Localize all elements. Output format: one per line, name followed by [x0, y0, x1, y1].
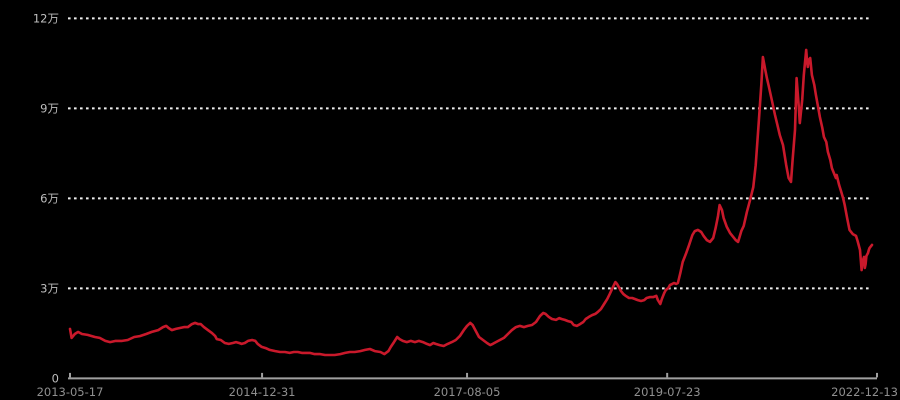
y-tick-label: 0: [52, 371, 59, 385]
y-tick-label: 12万: [33, 11, 59, 25]
x-tick-label: 2017-08-05: [434, 385, 501, 399]
y-tick-label: 6万: [40, 191, 59, 205]
price-series-line: [68, 48, 874, 357]
y-tick-label: 9万: [40, 101, 59, 115]
x-tick-label: 2013-05-17: [37, 385, 104, 399]
y-tick-label: 3万: [40, 281, 59, 295]
x-tick-label: 2014-12-31: [229, 385, 296, 399]
x-tick-label: 2019-07-23: [634, 385, 701, 399]
x-tick-label: 2022-12-13: [831, 385, 898, 399]
